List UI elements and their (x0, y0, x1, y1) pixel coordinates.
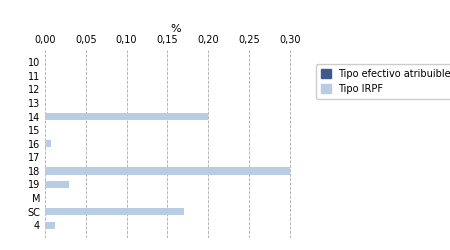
Bar (45, 140, 51, 147)
Legend: Tipo efectivo atribuible, Tipo IRPF: Tipo efectivo atribuible, Tipo IRPF (316, 64, 450, 99)
Bar (45, 222, 55, 229)
Bar (45, 113, 208, 120)
Bar (45, 208, 184, 216)
Bar (45, 167, 290, 175)
Bar (45, 181, 69, 188)
X-axis label: %: % (170, 24, 181, 34)
